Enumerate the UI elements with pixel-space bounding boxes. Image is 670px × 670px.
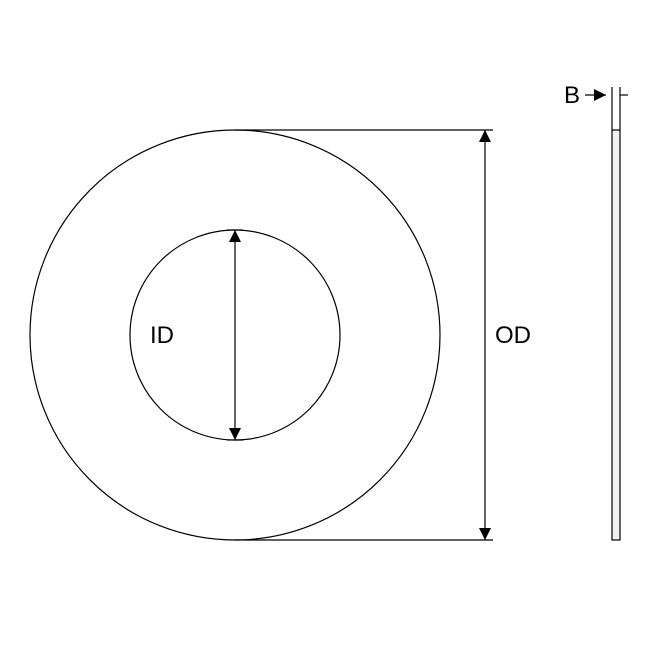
id-label: ID <box>150 322 174 350</box>
od-label: OD <box>495 322 531 350</box>
b-label: B <box>564 82 580 110</box>
washer-diagram: ID OD B <box>0 0 670 670</box>
